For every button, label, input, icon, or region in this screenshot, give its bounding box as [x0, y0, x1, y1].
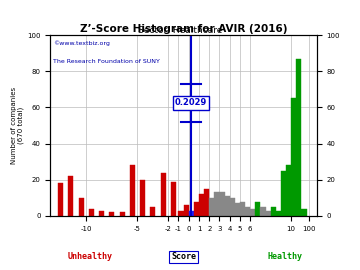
- Bar: [199, 194, 204, 216]
- Bar: [230, 198, 235, 216]
- Bar: [291, 98, 296, 216]
- Text: 0.2029: 0.2029: [175, 99, 207, 107]
- Bar: [301, 209, 307, 216]
- Bar: [150, 207, 156, 216]
- Bar: [68, 176, 73, 216]
- Text: Healthy: Healthy: [267, 252, 302, 261]
- Bar: [235, 203, 240, 216]
- Bar: [281, 171, 286, 216]
- Bar: [276, 211, 281, 216]
- Bar: [260, 207, 266, 216]
- Text: Score: Score: [171, 252, 196, 261]
- Bar: [240, 201, 245, 216]
- Title: Z’-Score Histogram for AVIR (2016): Z’-Score Histogram for AVIR (2016): [80, 24, 287, 34]
- Text: Sector: Healthcare: Sector: Healthcare: [138, 26, 222, 35]
- Text: Unhealthy: Unhealthy: [68, 252, 113, 261]
- Bar: [89, 209, 94, 216]
- Bar: [271, 207, 276, 216]
- Bar: [179, 211, 184, 216]
- Bar: [225, 196, 230, 216]
- Bar: [171, 182, 176, 216]
- Bar: [220, 193, 225, 216]
- Bar: [120, 212, 125, 216]
- Bar: [58, 183, 63, 216]
- Bar: [209, 198, 214, 216]
- Bar: [204, 189, 209, 216]
- Bar: [99, 211, 104, 216]
- Y-axis label: Number of companies
(670 total): Number of companies (670 total): [11, 87, 24, 164]
- Bar: [184, 205, 189, 216]
- Bar: [161, 173, 166, 216]
- Bar: [255, 201, 260, 216]
- Bar: [286, 165, 291, 216]
- Bar: [194, 201, 199, 216]
- Bar: [130, 165, 135, 216]
- Bar: [140, 180, 145, 216]
- Bar: [109, 212, 114, 216]
- Bar: [214, 193, 220, 216]
- Text: The Research Foundation of SUNY: The Research Foundation of SUNY: [53, 59, 160, 64]
- Bar: [245, 207, 250, 216]
- Bar: [250, 209, 255, 216]
- Bar: [78, 198, 84, 216]
- Bar: [266, 211, 271, 216]
- Bar: [189, 211, 194, 216]
- Bar: [296, 59, 301, 216]
- Text: ©www.textbiz.org: ©www.textbiz.org: [53, 40, 110, 46]
